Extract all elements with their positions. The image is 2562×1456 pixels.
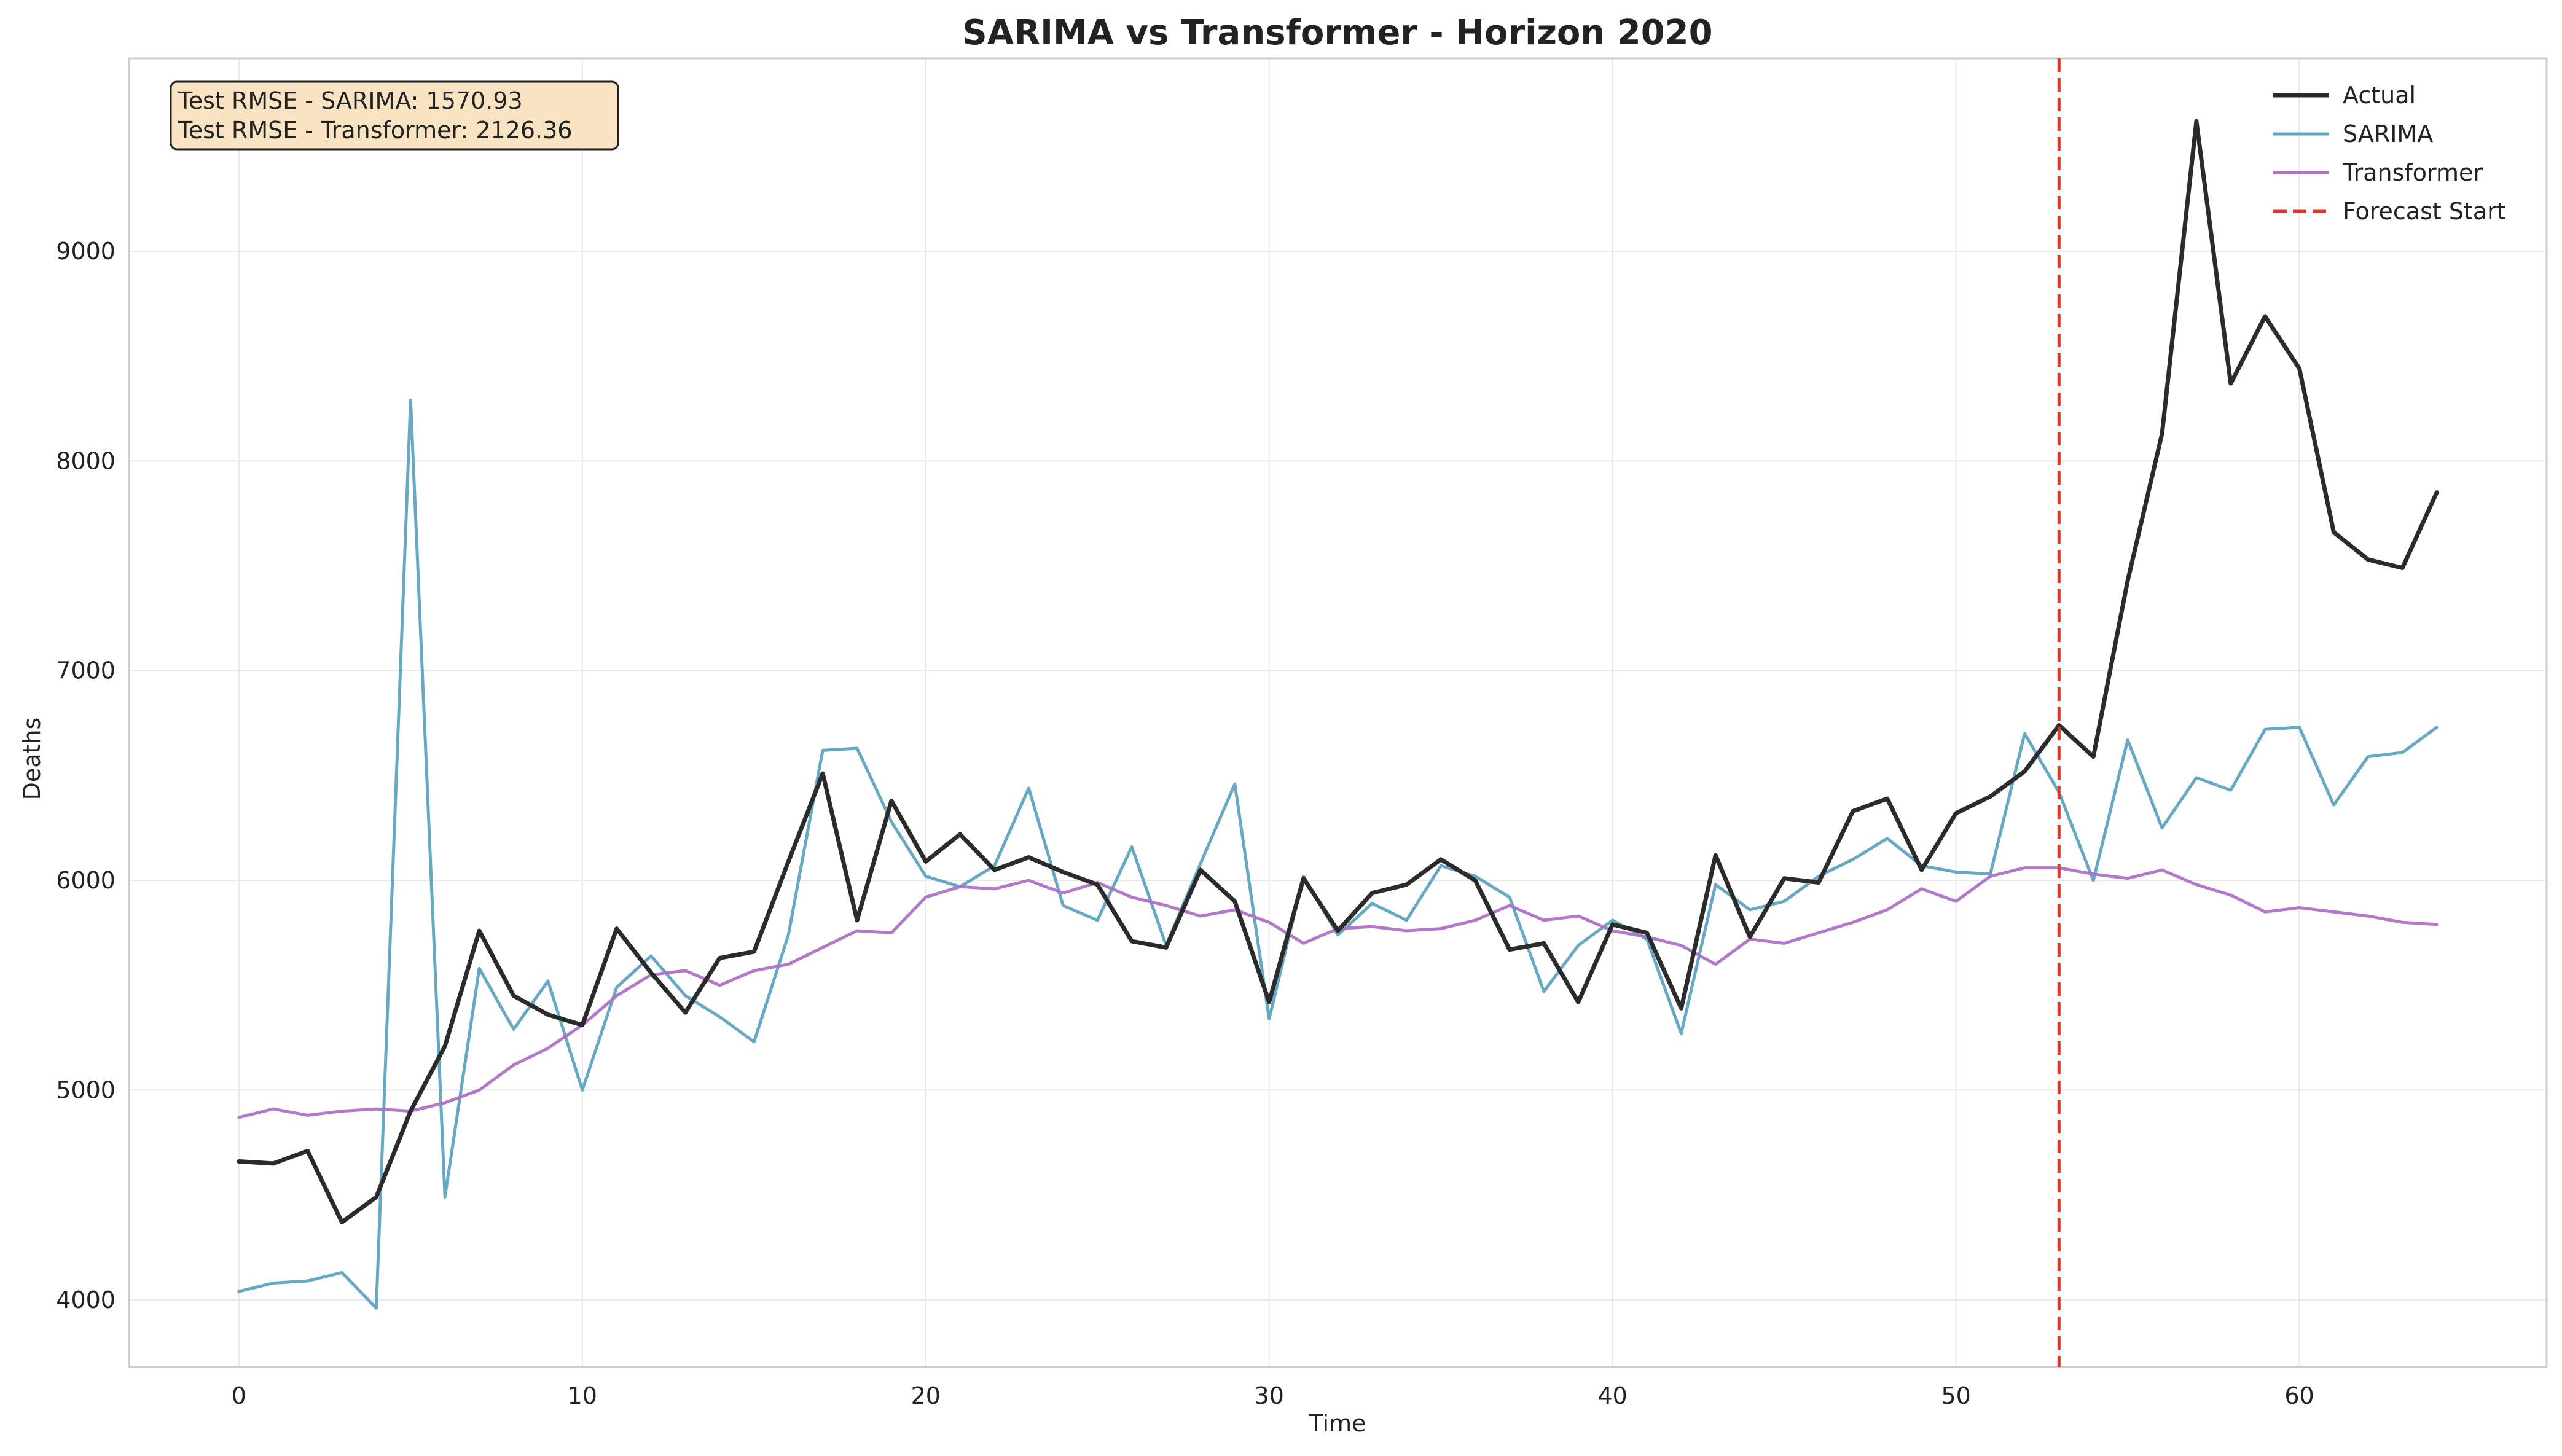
grid [129,58,2547,1367]
legend-label-actual: Actual [2343,82,2416,109]
x-tick-label: 20 [911,1382,941,1409]
series-line-actual [237,119,2439,1224]
x-tick-label: 30 [1255,1382,1284,1409]
x-tick-label: 50 [1941,1382,1970,1409]
x-tick-label: 60 [2284,1382,2314,1409]
y-tick-label: 8000 [56,447,116,474]
series-layer [237,119,2439,1310]
y-tick-label: 6000 [56,867,116,894]
x-tick-label: 40 [1597,1382,1627,1409]
rmse-annotation: Test RMSE - SARIMA: 1570.93 Test RMSE - … [170,80,619,151]
legend-label-sarima: SARIMA [2343,120,2433,147]
chart-title: SARIMA vs Transformer - Horizon 2020 [962,13,1712,53]
y-tick-label: 9000 [56,238,116,265]
x-tick-label: 0 [232,1382,246,1409]
y-tick-label: 4000 [56,1286,116,1313]
annotation-line-sarima: Test RMSE - SARIMA: 1570.93 [178,87,523,114]
annotation-line-transformer: Test RMSE - Transformer: 2126.36 [178,117,572,144]
legend: Actual SARIMA Transformer Forecast Start [2273,82,2506,225]
plot-area [128,57,2548,1368]
y-tick-label: 7000 [56,657,116,684]
series-line-sarima [237,398,2439,1310]
axis-ticks: 0 10 20 30 40 50 60 4000 5000 6000 7000 8000 9000 [56,238,2314,1409]
legend-label-transformer: Transformer [2342,159,2483,186]
y-tick-label: 5000 [56,1076,116,1103]
y-axis-label: Deaths [18,718,45,800]
legend-label-forecast-start: Forecast Start [2343,198,2506,225]
x-tick-label: 10 [568,1382,597,1409]
annotation-box [170,80,619,151]
x-axis-label: Time [1309,1410,1366,1437]
